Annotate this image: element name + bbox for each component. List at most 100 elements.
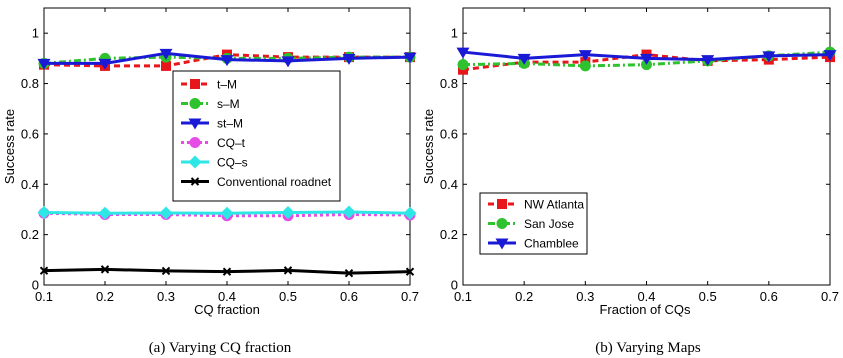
legend-label: t–M [217, 78, 237, 92]
y-tick-label: 0.4 [21, 177, 39, 192]
legend-swatch-marker [189, 98, 201, 109]
legend-item: CQ–t [181, 136, 246, 150]
series-5 [37, 205, 417, 220]
y-tick-label: 0 [32, 278, 39, 293]
data-point [457, 59, 469, 71]
data-point [578, 50, 592, 62]
series-6 [39, 265, 415, 278]
chart-panel-2: 0.1 0.2 0.3 0.4 0.5 0.6 0.7 0 0.2 0.4 0.6 0.8 1 Fract… [421, 7, 839, 356]
legend-item: CQ–s [181, 155, 248, 170]
x-tick-label: 0.5 [279, 289, 297, 304]
legend-swatch-marker [190, 79, 200, 89]
legend-item: NW Atlanta [488, 198, 584, 212]
legend-item: Conventional roadnet [181, 175, 332, 189]
x-axis-label: Fraction of CQs [599, 302, 691, 317]
legend-swatch-marker [497, 199, 507, 209]
data-point [344, 268, 354, 278]
y-tick-label: 0.6 [21, 126, 39, 141]
x-tick-label: 0.6 [760, 289, 778, 304]
data-point [403, 52, 417, 64]
data-point [161, 266, 171, 276]
y-tick-label: 0.6 [440, 126, 458, 141]
data-point [517, 53, 531, 65]
x-tick-label: 0.7 [821, 289, 839, 304]
y-axis-label: Success rate [2, 109, 17, 184]
legend-item: st–M [181, 117, 243, 131]
figure-caption: (a) Varying CQ fraction [149, 340, 292, 356]
data-point [222, 267, 232, 276]
legend-label: CQ–s [217, 156, 248, 170]
data-point [100, 265, 110, 274]
x-tick-label: 0.2 [515, 289, 533, 304]
y-tick-label: 1 [32, 26, 39, 41]
legend: t–M s–M st–M CQ–t CQ–s Conventional roadnet [172, 70, 341, 202]
y-tick-label: 1 [451, 26, 458, 41]
data-point [640, 53, 653, 65]
data-point [342, 53, 356, 65]
x-tick-label: 0.5 [699, 289, 717, 304]
series-3 [456, 47, 837, 67]
data-point [579, 60, 591, 72]
data-point [159, 48, 173, 60]
legend-item: Chamblee [488, 237, 579, 251]
y-tick-label: 0.2 [21, 227, 39, 242]
x-tick-label: 0.2 [96, 289, 114, 304]
y-tick-label: 0 [451, 278, 458, 293]
legend-label: CQ–t [217, 136, 246, 150]
y-tick-label: 0.8 [21, 76, 39, 91]
x-tick-label: 0.6 [340, 289, 358, 304]
legend-swatch-marker [190, 177, 200, 186]
y-tick-label: 0.2 [440, 227, 458, 242]
legend-label: Chamblee [524, 237, 579, 251]
data-point [342, 205, 356, 219]
y-axis-label: Success rate [421, 109, 436, 184]
data-point [281, 205, 295, 219]
legend-swatch-marker [188, 118, 202, 130]
legend-item: t–M [181, 78, 237, 92]
x-tick-label: 0.1 [35, 289, 53, 304]
x-axis-label: CQ fraction [194, 302, 260, 317]
data-point [405, 267, 415, 276]
figure-caption: (b) Varying Maps [595, 340, 701, 356]
data-point [98, 206, 112, 220]
legend-swatch-marker [495, 238, 509, 250]
series-3 [37, 48, 417, 70]
legend-label: Conventional roadnet [217, 175, 332, 189]
legend-label: NW Atlanta [524, 198, 584, 212]
x-tick-label: 0.4 [637, 289, 655, 304]
x-tick-label: 0.3 [576, 289, 594, 304]
chart-panel-1: 0.1 0.2 0.3 0.4 0.5 0.6 0.7 0 0.2 0.4 0.6 0.8 1 CQ fr… [2, 7, 419, 356]
x-tick-label: 0.1 [454, 289, 472, 304]
data-point [98, 58, 112, 70]
data-point [403, 206, 417, 220]
x-tick-label: 0.3 [157, 289, 175, 304]
x-tick-label: 0.4 [218, 289, 236, 304]
data-point [823, 50, 837, 62]
data-point [37, 205, 51, 219]
data-point [159, 206, 173, 220]
data-point [220, 55, 234, 67]
legend-swatch-marker [188, 155, 202, 169]
legend-label: s–M [217, 97, 240, 111]
data-point [161, 60, 171, 71]
data-point [701, 55, 715, 67]
legend-swatch-marker [189, 137, 201, 148]
legend-box [172, 70, 341, 202]
legend-item: s–M [181, 97, 240, 111]
legend-swatch-marker [496, 218, 508, 229]
legend-label: San Jose [524, 217, 574, 231]
y-tick-label: 0.4 [440, 177, 458, 192]
data-point [39, 266, 49, 275]
data-point [456, 47, 470, 59]
legend-label: st–M [217, 117, 243, 131]
data-point [281, 56, 295, 68]
data-point [220, 206, 234, 220]
y-tick-label: 0.8 [440, 76, 458, 91]
data-point [37, 58, 51, 70]
data-point [762, 51, 776, 63]
x-tick-label: 0.7 [401, 289, 419, 304]
data-point [283, 266, 293, 275]
legend: NW Atlanta San Jose Chamblee [479, 192, 588, 255]
